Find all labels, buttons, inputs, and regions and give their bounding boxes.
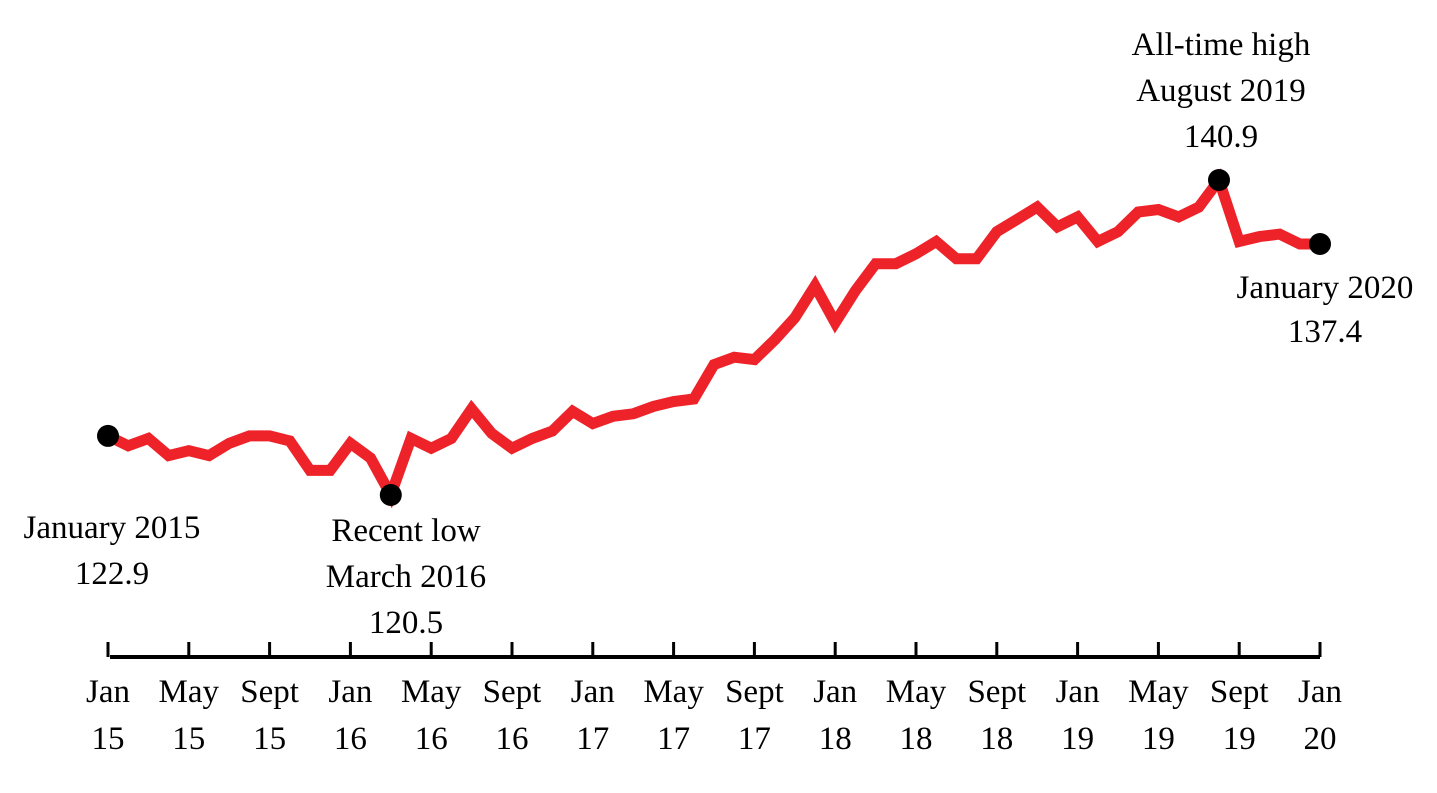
x-tick-label-year: 17 [576, 721, 609, 757]
annotation-low-line-1: Recent low [331, 513, 481, 549]
x-tick-label-year: 18 [900, 721, 933, 757]
marker-jan-2015 [97, 424, 119, 447]
x-tick-label-month: May [643, 674, 704, 710]
x-tick-label-month: Sept [725, 674, 784, 710]
x-tick-label-year: 15 [172, 721, 205, 757]
x-tick-label-month: Jan [571, 674, 615, 710]
x-tick-label-month: Sept [1210, 674, 1269, 710]
x-tick-label-month: May [401, 674, 462, 710]
x-tick-label-year: 15 [92, 721, 125, 757]
x-tick-label-month: Jan [1298, 674, 1342, 710]
x-tick-label-year: 16 [415, 721, 448, 757]
x-tick-label-year: 17 [657, 721, 690, 757]
marker-all-time-high [1208, 169, 1230, 191]
marker-jan-2020 [1309, 233, 1331, 255]
annotation-jan-2015-line-1: January 2015 [24, 510, 201, 546]
x-tick-label-year: 20 [1304, 721, 1337, 757]
x-axis: Jan 15 May 15 Sept 15 Jan 16 May 16 Sept 16 Jan 17 May… [86, 642, 1342, 757]
series-line-group [105, 168, 1320, 509]
x-tick-label-year: 19 [1061, 721, 1094, 757]
x-tick-label-month: Sept [967, 674, 1026, 710]
x-tick-label-month: Jan [86, 674, 130, 710]
annotation-high-line-2: August 2019 [1136, 73, 1306, 109]
x-tick-label-month: Jan [1056, 674, 1100, 710]
x-tick-label-month: May [1128, 674, 1189, 710]
x-tick-label-month: May [159, 674, 220, 710]
x-tick-label-year: 17 [738, 721, 771, 757]
annotation-jan-2020-line-2: 137.4 [1288, 314, 1362, 350]
x-tick-label-year: 16 [496, 721, 529, 757]
annotation-low-line-3: 120.5 [369, 605, 443, 641]
annotation-low-line-2: March 2016 [326, 559, 486, 595]
annotation-jan-2020-line-1: January 2020 [1237, 270, 1414, 306]
x-tick-label-month: Sept [483, 674, 542, 710]
x-tick-label-month: May [886, 674, 947, 710]
x-tick-label-year: 16 [334, 721, 367, 757]
annotation-jan-2015-line-2: 122.9 [75, 556, 149, 592]
marker-group [97, 169, 1331, 506]
x-tick-label-year: 18 [819, 721, 852, 757]
x-tick-label-month: Jan [813, 674, 857, 710]
x-tick-label-year: 19 [1142, 721, 1175, 757]
x-tick-label-year: 18 [980, 721, 1013, 757]
annotation-high-line-3: 140.9 [1184, 119, 1258, 155]
annotation-group: January 2015 122.9 Recent low March 2016… [24, 27, 1414, 641]
series-line [105, 168, 1320, 509]
x-tick-label-month: Jan [328, 674, 372, 710]
annotation-high-line-1: All-time high [1132, 27, 1311, 63]
x-tick-label-year: 19 [1223, 721, 1256, 757]
x-tick-label-month: Sept [240, 674, 299, 710]
x-tick-label-year: 15 [253, 721, 286, 757]
marker-recent-low [379, 484, 402, 506]
